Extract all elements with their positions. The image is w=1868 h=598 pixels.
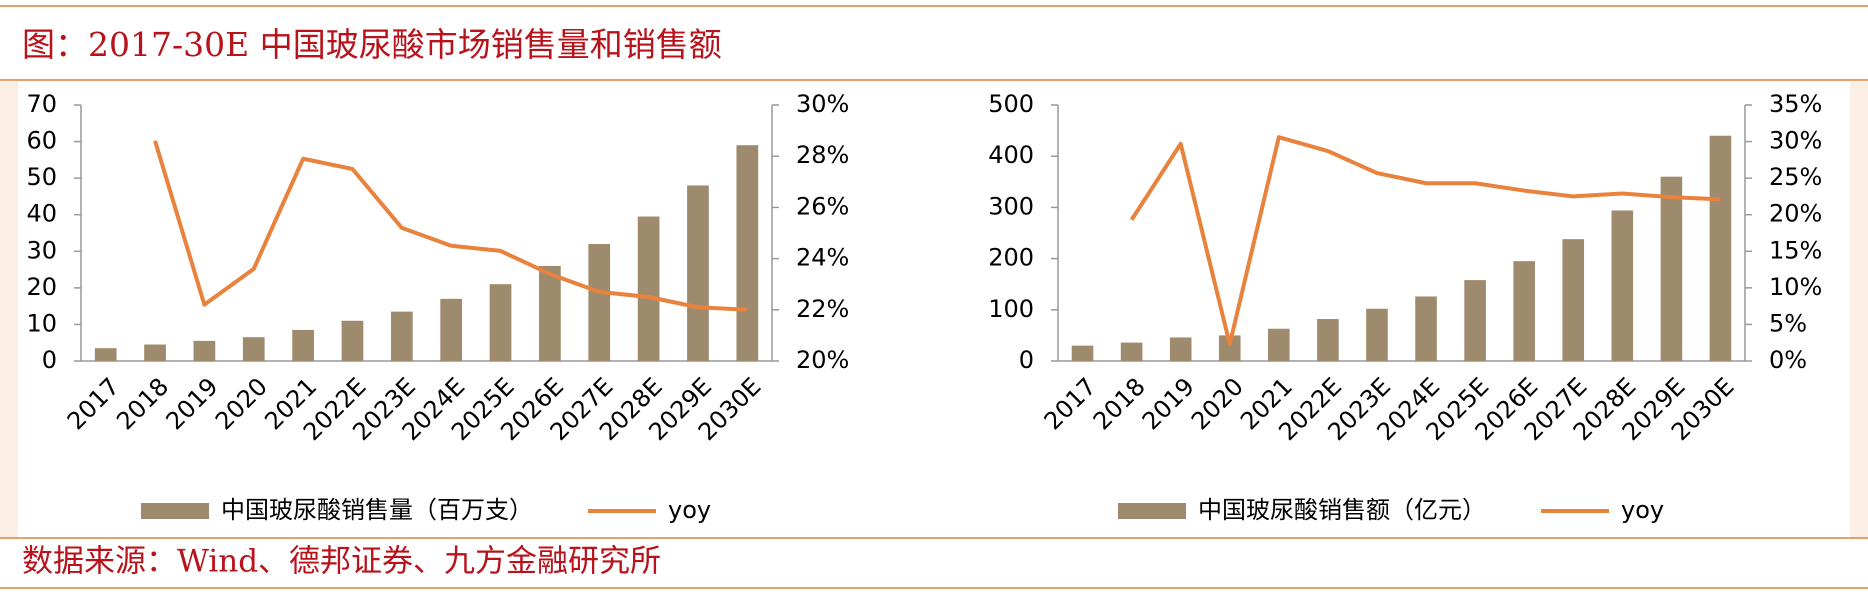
y2-tick-label: 15% — [1769, 236, 1822, 264]
y2-tick-label: 26% — [796, 192, 849, 220]
source-note: 数据来源：Wind、德邦证券、九方金融研究所 — [22, 544, 661, 580]
y2-tick-label: 30% — [1769, 127, 1822, 155]
line — [153, 140, 748, 312]
y-tick-label: 400 — [988, 141, 1034, 169]
y2-tick-label: 25% — [1769, 163, 1822, 191]
y-tick-label: 500 — [988, 90, 1034, 118]
y2-tick-label: 24% — [796, 244, 849, 272]
bar — [193, 340, 216, 361]
y-tick-label: 40 — [26, 200, 57, 228]
side-band — [1850, 82, 1868, 537]
bar — [1562, 239, 1585, 361]
page-title: 图：2017-30E 中国玻尿酸市场销售量和销售额 — [22, 25, 722, 64]
y-tick-label: 300 — [988, 192, 1034, 220]
legend-swatch — [1118, 503, 1186, 519]
bar — [588, 243, 611, 361]
legend-label: 中国玻尿酸销售量（百万支） — [221, 496, 533, 524]
bar — [94, 348, 117, 361]
y2-tick-label: 30% — [796, 90, 849, 118]
bar — [1169, 337, 1192, 361]
bar — [1660, 176, 1683, 361]
y2-tick-label: 0% — [1769, 346, 1807, 374]
bar — [1218, 335, 1241, 361]
bar — [1366, 308, 1388, 361]
bar — [390, 311, 413, 361]
y-tick-label: 50 — [26, 163, 57, 191]
y2-tick-label: 20% — [1769, 200, 1822, 228]
bar — [1464, 280, 1486, 361]
y2-tick-label: 22% — [796, 295, 849, 323]
bar — [1268, 328, 1290, 361]
bar — [1317, 319, 1339, 361]
legend-label: yoy — [1621, 496, 1664, 524]
bar — [1709, 135, 1732, 361]
y-tick-label: 10 — [26, 309, 57, 337]
y2-tick-label: 5% — [1769, 309, 1807, 337]
y-tick-label: 70 — [26, 90, 57, 118]
legend-label: yoy — [668, 496, 711, 524]
y2-tick-label: 35% — [1769, 90, 1822, 118]
bar — [440, 298, 463, 361]
bar — [1513, 261, 1535, 361]
bar — [144, 344, 166, 361]
bar — [687, 185, 709, 361]
y-tick-label: 30 — [26, 236, 57, 264]
y-tick-label: 200 — [988, 244, 1034, 272]
y2-tick-label: 10% — [1769, 273, 1822, 301]
y-tick-label: 20 — [26, 273, 57, 301]
bar — [539, 265, 561, 361]
bar — [1415, 296, 1437, 361]
bar — [637, 216, 660, 361]
legend-label: 中国玻尿酸销售额（亿元） — [1198, 496, 1486, 524]
y-tick-label: 100 — [988, 295, 1034, 323]
bar — [341, 320, 364, 361]
y-tick-label: 0 — [1019, 346, 1034, 374]
y2-tick-label: 28% — [796, 141, 849, 169]
bar — [1120, 342, 1143, 361]
bar — [489, 284, 512, 361]
bar — [292, 329, 314, 361]
side-band — [0, 82, 18, 537]
y2-tick-label: 20% — [796, 346, 849, 374]
bar — [736, 145, 759, 361]
bar — [242, 337, 265, 361]
bar — [1611, 210, 1634, 361]
y-tick-label: 60 — [26, 127, 57, 155]
legend-swatch — [141, 503, 209, 519]
y-tick-label: 0 — [42, 346, 57, 374]
line — [1129, 135, 1721, 347]
bar — [1071, 345, 1094, 361]
